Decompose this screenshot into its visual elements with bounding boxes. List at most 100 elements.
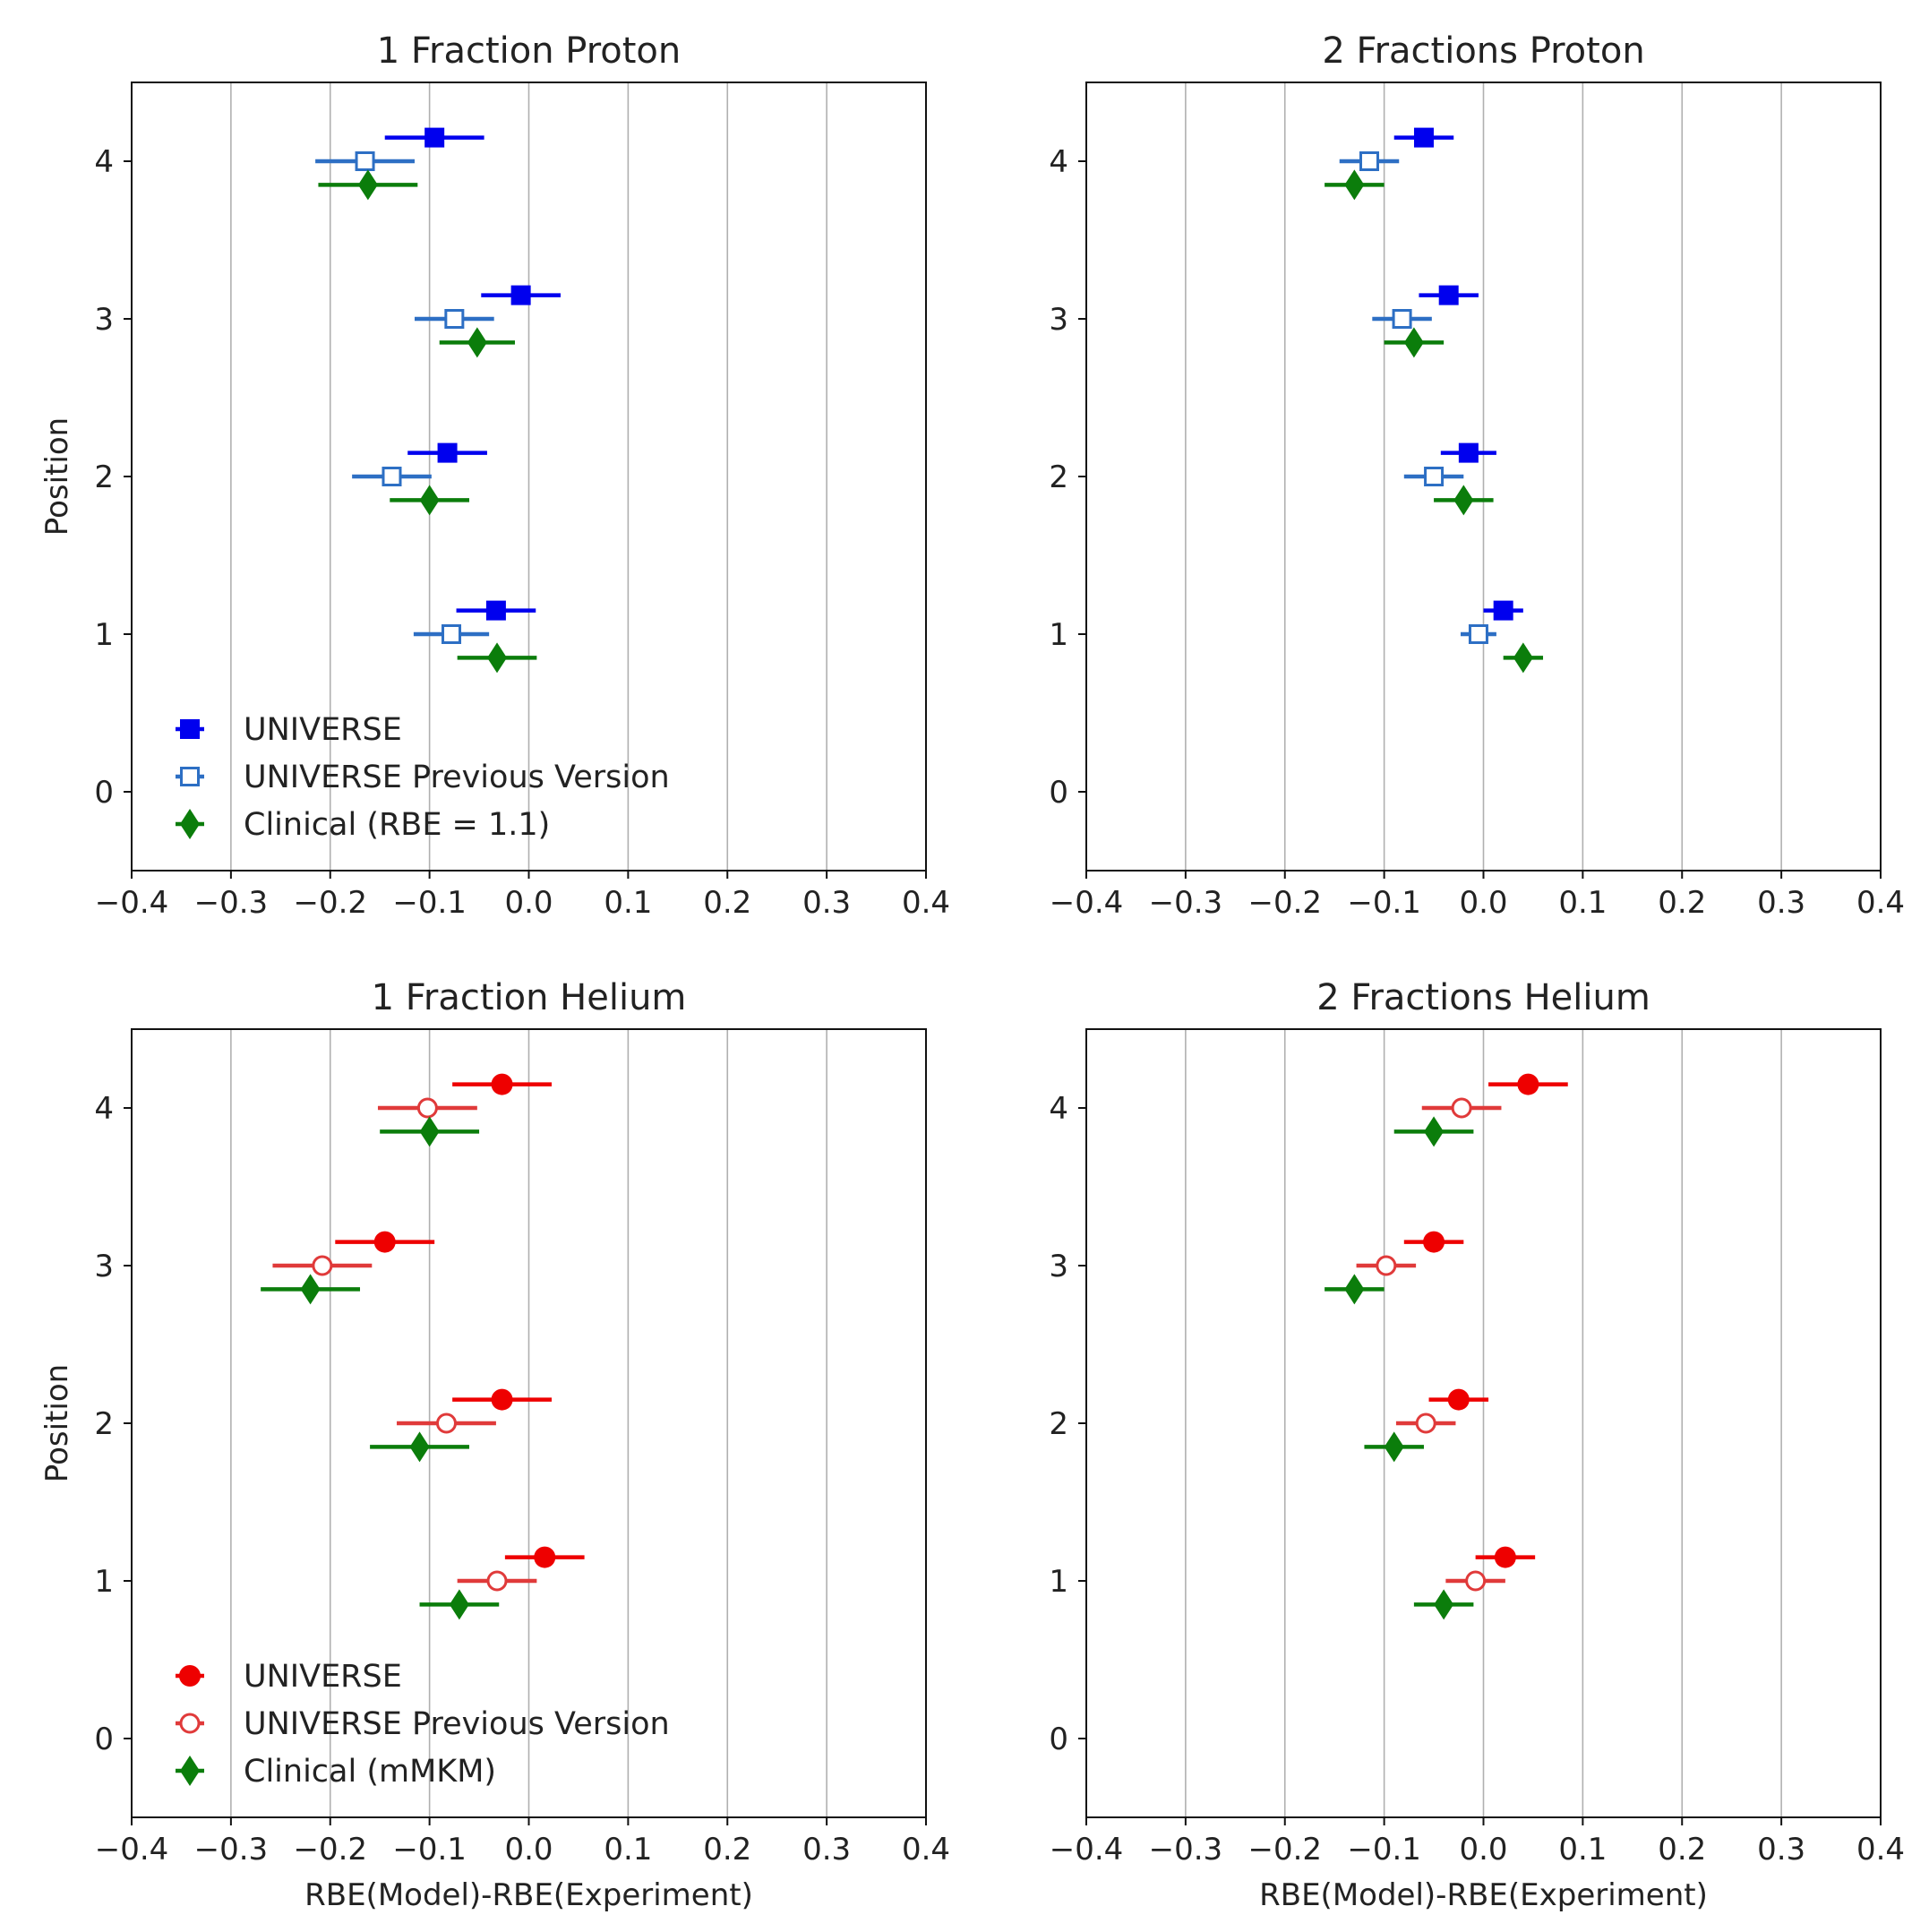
data-point [435,1413,457,1434]
data-point [1451,1097,1472,1119]
data-point [1513,642,1533,674]
series-1 [335,1073,585,1568]
x-axis-label: RBE(Model)-RBE(Experiment) [1259,1877,1708,1913]
x-tick-label: 0.2 [1658,1832,1706,1868]
x-tick-label: 0.4 [902,885,950,921]
x-tick-label: −0.2 [1247,1832,1322,1868]
x-tick-label: −0.2 [293,1832,367,1868]
y-tick-label: 4 [94,1091,114,1127]
data-point [382,467,402,486]
y-tick-label: 1 [94,617,114,653]
data-point [534,1546,556,1568]
data-point [442,624,462,644]
panel-title: 2 Fractions Helium [1316,977,1650,1018]
data-point [449,1589,469,1620]
y-tick-label: 1 [1049,617,1068,653]
y-axis-label: Position [39,417,75,536]
data-point [300,1274,321,1305]
legend-marker [179,1665,201,1687]
x-tick-label: 0.4 [1856,1832,1905,1868]
data-point [1424,467,1445,486]
y-tick-label: 0 [1049,1722,1068,1757]
data-point [1392,309,1412,329]
x-tick-label: 0.3 [1757,885,1805,921]
data-point [1424,1116,1445,1147]
y-tick-label: 1 [94,1564,114,1600]
data-point [1344,169,1365,201]
legend-marker [180,719,200,739]
y-tick-label: 4 [94,144,114,180]
legend: UNIVERSE UNIVERSE Previous Version Clinica… [176,1659,670,1790]
series-3 [1325,1116,1474,1620]
data-point [312,1255,333,1276]
data-point [1493,600,1513,621]
x-tick-label: 0.0 [1459,885,1507,921]
series-1 [384,127,561,621]
x-tick-label: −0.3 [1149,885,1223,921]
series-3 [318,169,537,674]
legend-label: UNIVERSE [244,1659,402,1695]
x-tick-label: 0.0 [504,1832,553,1868]
series-2 [1356,1097,1505,1592]
y-tick-label: 2 [94,1406,114,1442]
data-point [486,1570,508,1592]
series-2 [1339,151,1496,644]
data-point [1458,442,1479,463]
data-point [357,169,378,201]
data-point [1434,1589,1454,1620]
x-tick-label: 0.1 [1558,885,1607,921]
y-tick-label: 3 [94,1249,114,1284]
data-point [467,327,487,358]
legend-marker [180,809,200,839]
data-point [1468,624,1488,644]
data-point [355,151,375,171]
data-point [424,127,445,148]
legend-label: UNIVERSE Previous Version [244,1706,670,1742]
data-point [1384,1431,1404,1463]
x-tick-label: −0.4 [1050,885,1124,921]
x-tick-label: 0.4 [1856,885,1905,921]
x-tick-label: −0.1 [1347,1832,1421,1868]
data-point [416,1097,438,1119]
x-tick-label: −0.1 [1347,885,1421,921]
data-point [485,600,506,621]
panel-1: −0.4 −0.3 −0.2 −0.1 0.0 0.1 0.2 0.3 0.4 0 1 2 3 4 1 Fr… [39,30,950,921]
data-point [510,285,531,305]
y-tick-label: 4 [1049,144,1068,180]
x-tick-label: 0.3 [802,885,851,921]
y-axis-label: Position [39,1364,75,1482]
x-tick-label: −0.2 [1247,885,1322,921]
data-point [1423,1231,1445,1253]
data-point [419,485,440,516]
x-tick-label: −0.4 [1050,1832,1124,1868]
data-point [1438,285,1459,305]
x-tick-label: 0.3 [802,1832,851,1868]
y-tick-label: 3 [1049,302,1068,338]
y-tick-label: 2 [94,459,114,495]
series-3 [1325,169,1544,674]
legend-label: Clinical (RBE = 1.1) [244,807,550,843]
data-point [491,1073,513,1095]
x-tick-label: −0.3 [194,1832,269,1868]
series-1 [1403,1073,1568,1568]
legend-label: UNIVERSE Previous Version [244,760,670,795]
y-tick-label: 3 [1049,1249,1068,1284]
data-point [487,642,508,674]
data-point [1344,1274,1365,1305]
data-point [1415,1413,1436,1434]
data-point [1465,1570,1487,1592]
data-point [373,1231,396,1253]
x-tick-label: 0.1 [604,885,652,921]
legend-label: UNIVERSE [244,712,402,748]
panel-title: 1 Fraction Proton [377,30,682,72]
x-tick-label: 0.1 [1558,1832,1607,1868]
data-point [1517,1073,1539,1095]
series-1 [1393,127,1523,621]
x-tick-label: −0.4 [95,1832,169,1868]
legend-marker [180,1756,200,1786]
y-tick-label: 1 [1049,1564,1068,1600]
x-tick-label: −0.1 [392,1832,467,1868]
panel-title: 2 Fractions Proton [1322,30,1644,72]
y-tick-label: 4 [1049,1091,1068,1127]
